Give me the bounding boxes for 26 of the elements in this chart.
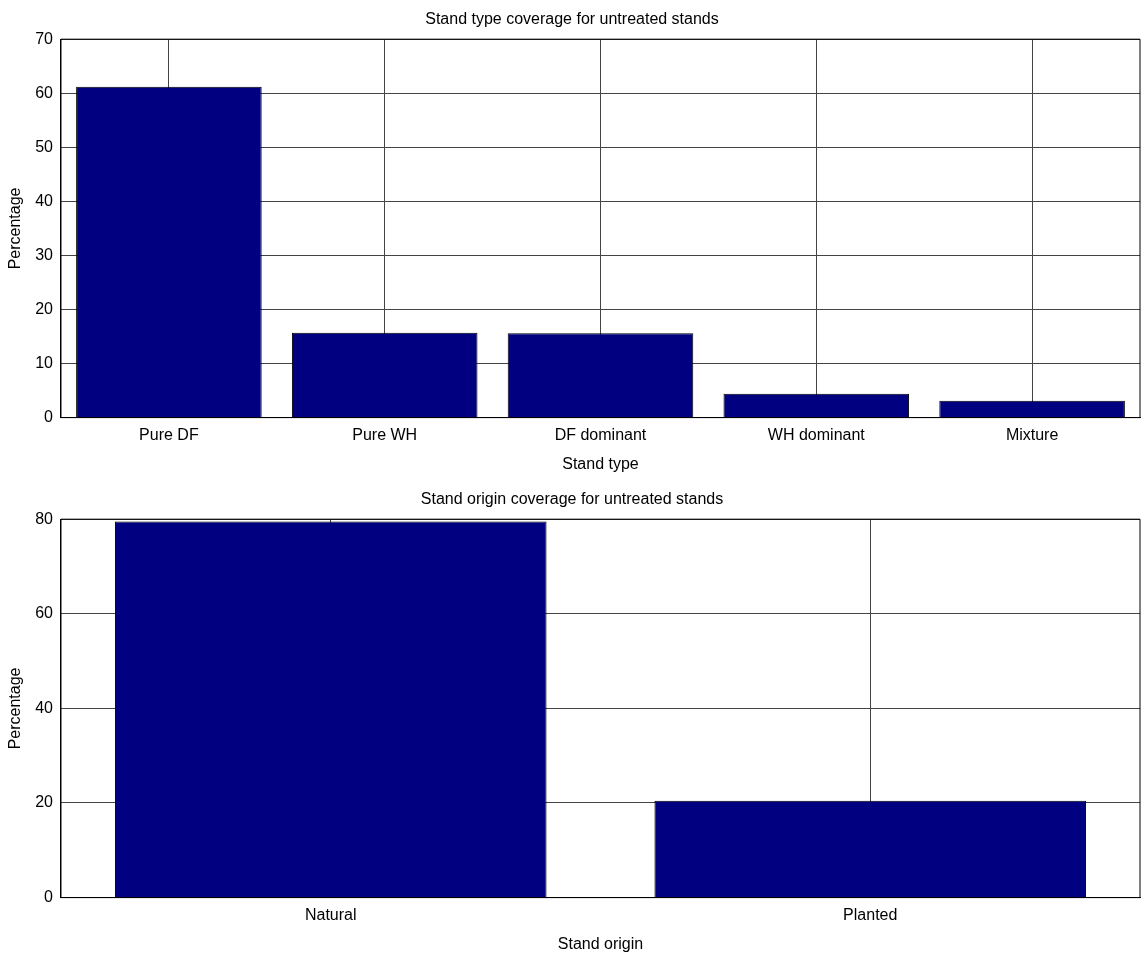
y-tick-label: 0 <box>44 408 54 426</box>
x-tick-label: Natural <box>304 905 357 923</box>
y-tick-label: 30 <box>35 245 54 263</box>
x-tick-label: Mixture <box>1005 425 1059 443</box>
y-tick-label: 40 <box>35 698 54 716</box>
x-tick-label: WH dominant <box>767 425 866 443</box>
chart-title: Stand origin coverage for untreated stands <box>420 490 724 508</box>
chart-title: Stand type coverage for untreated stands <box>425 10 719 28</box>
y-tick-label: 0 <box>44 888 54 906</box>
y-tick-label: 50 <box>35 137 54 155</box>
y-tick-label: 20 <box>35 299 54 317</box>
y-tick-label: 80 <box>35 509 54 527</box>
y-axis-title: Percentage <box>6 667 24 750</box>
y-tick-label: 60 <box>35 604 54 622</box>
y-tick-label: 40 <box>35 191 54 209</box>
x-axis-title: Stand type <box>562 454 639 472</box>
x-tick-label: Pure DF <box>139 425 199 443</box>
y-axis-title: Percentage <box>6 187 24 270</box>
x-tick-label: Pure WH <box>352 425 418 443</box>
y-tick-label: 70 <box>35 29 54 47</box>
x-tick-label: DF dominant <box>554 425 647 443</box>
y-tick-label: 20 <box>35 793 54 811</box>
x-axis-title: Stand origin <box>557 934 644 952</box>
y-tick-label: 60 <box>35 83 54 101</box>
y-tick-label: 10 <box>35 353 54 371</box>
x-tick-label: Planted <box>843 905 898 923</box>
